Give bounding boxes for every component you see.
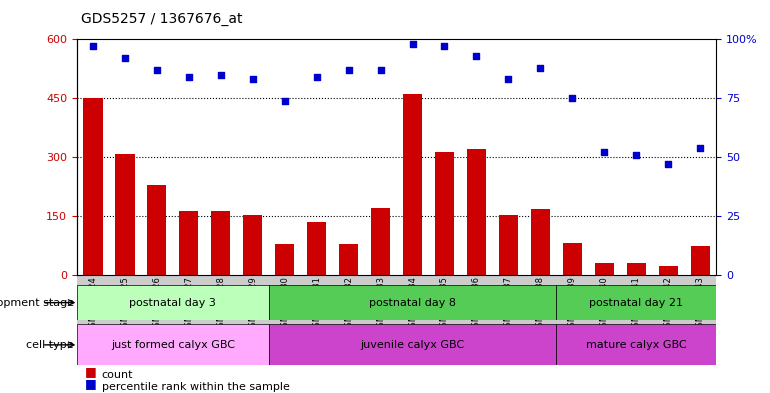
Point xyxy=(215,72,227,78)
Text: ■: ■ xyxy=(85,365,96,378)
Bar xyxy=(77,285,269,320)
Point xyxy=(182,74,195,80)
Bar xyxy=(269,324,556,365)
Bar xyxy=(435,152,454,275)
Text: count: count xyxy=(102,370,133,380)
Bar xyxy=(371,208,390,275)
Bar xyxy=(556,285,716,320)
Text: postnatal day 8: postnatal day 8 xyxy=(369,298,456,308)
Bar xyxy=(179,211,199,275)
Point xyxy=(151,67,163,73)
Point xyxy=(694,145,706,151)
Point xyxy=(566,95,578,101)
Point xyxy=(87,43,99,50)
Bar xyxy=(499,215,518,275)
Point xyxy=(407,41,419,47)
Bar xyxy=(307,222,326,275)
Bar xyxy=(627,263,646,275)
Bar xyxy=(691,246,710,275)
Text: development stage: development stage xyxy=(0,298,74,308)
Point xyxy=(662,161,675,167)
Bar xyxy=(147,185,166,275)
Point xyxy=(279,97,291,104)
Bar xyxy=(467,149,486,275)
Point xyxy=(502,76,514,83)
Point xyxy=(343,67,355,73)
Point xyxy=(119,55,131,61)
Bar xyxy=(116,154,135,275)
Bar xyxy=(77,324,269,365)
Point xyxy=(630,152,642,158)
Bar xyxy=(275,244,294,275)
Bar xyxy=(594,263,614,275)
Bar xyxy=(211,211,230,275)
Text: postnatal day 3: postnatal day 3 xyxy=(129,298,216,308)
Bar xyxy=(269,285,556,320)
Text: cell type: cell type xyxy=(26,340,74,350)
Text: ■: ■ xyxy=(85,377,96,390)
Text: just formed calyx GBC: just formed calyx GBC xyxy=(111,340,235,350)
Bar xyxy=(563,243,582,275)
Point xyxy=(598,149,611,156)
Bar xyxy=(243,215,263,275)
Text: mature calyx GBC: mature calyx GBC xyxy=(586,340,687,350)
Point xyxy=(374,67,387,73)
Bar xyxy=(658,266,678,275)
Point xyxy=(246,76,259,83)
Text: percentile rank within the sample: percentile rank within the sample xyxy=(102,382,290,392)
Point xyxy=(438,43,450,50)
Bar xyxy=(556,324,716,365)
Bar xyxy=(531,209,550,275)
Text: GDS5257 / 1367676_at: GDS5257 / 1367676_at xyxy=(81,11,243,26)
Bar xyxy=(339,244,358,275)
Text: juvenile calyx GBC: juvenile calyx GBC xyxy=(360,340,464,350)
Text: postnatal day 21: postnatal day 21 xyxy=(589,298,683,308)
Bar xyxy=(403,94,422,275)
Point xyxy=(310,74,323,80)
Point xyxy=(534,64,547,71)
Point xyxy=(470,53,483,59)
Bar xyxy=(83,98,102,275)
